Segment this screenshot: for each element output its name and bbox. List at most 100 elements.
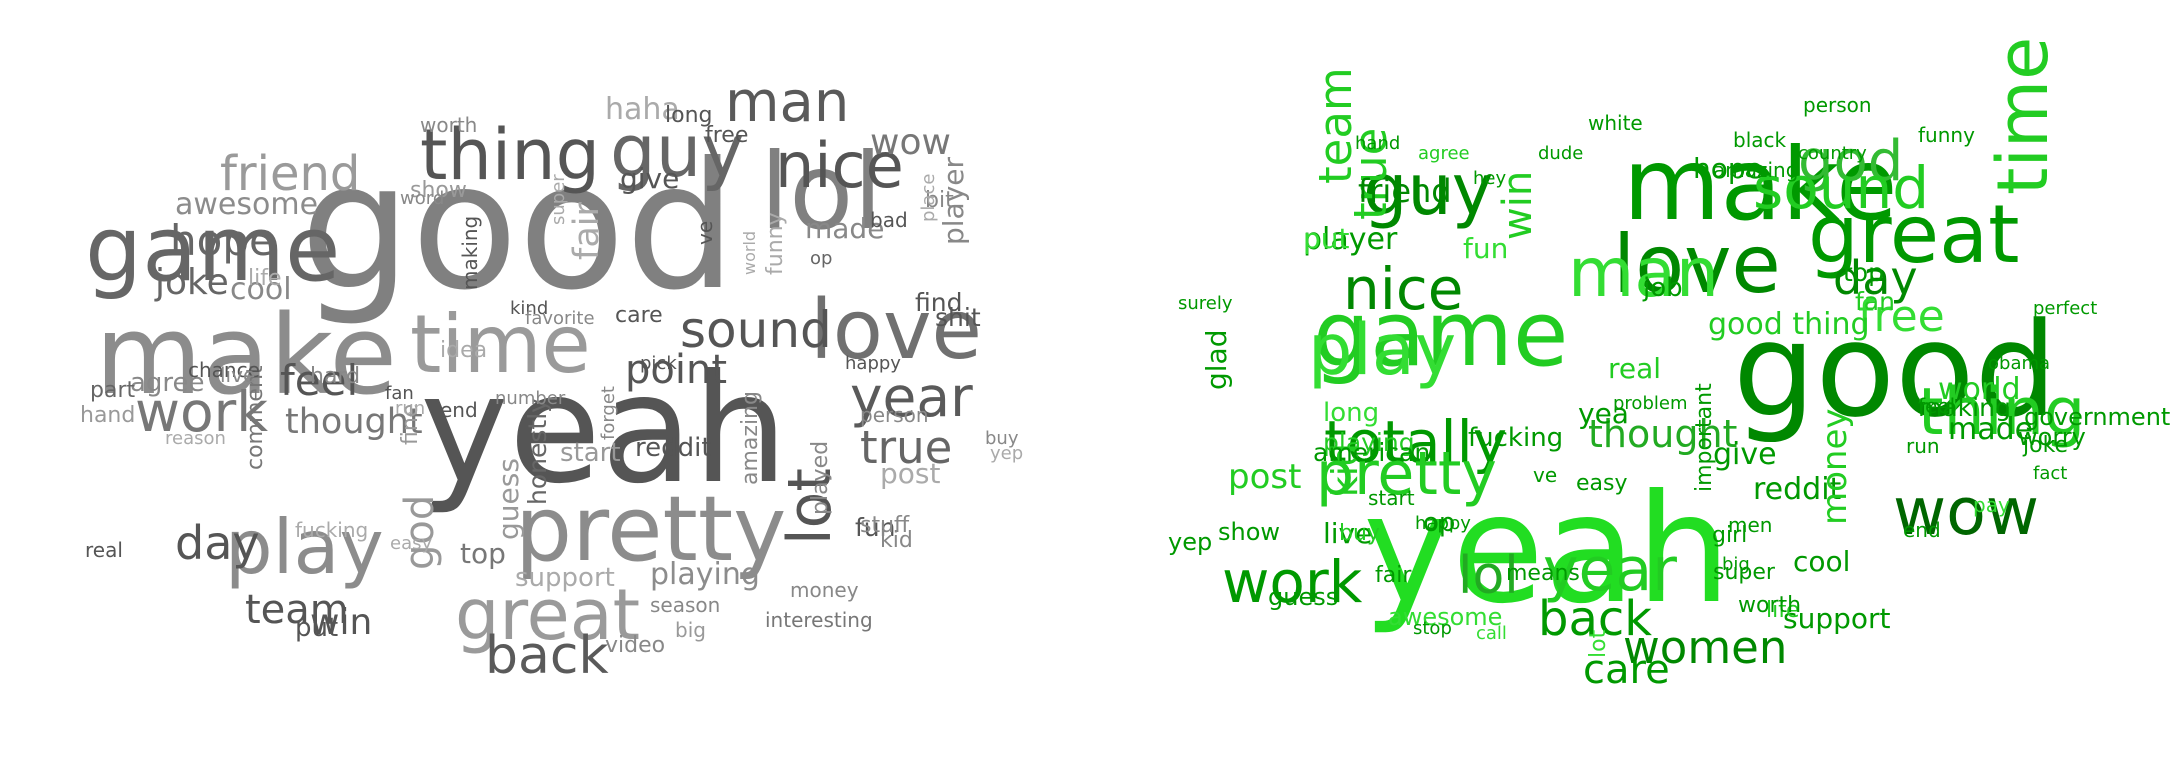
cloud-green-word-agree: agree xyxy=(1418,143,1470,164)
cloud-gray-word-fun: fun xyxy=(855,513,896,542)
cloud-gray-word-reddit: reddit xyxy=(635,433,712,463)
cloud-green-word-lol: lol xyxy=(1458,546,1519,606)
cloud-gray-word-give: give xyxy=(620,162,680,195)
cloud-green-word-black: black xyxy=(1733,128,1787,152)
cloud-gray-word-bad: bad xyxy=(870,208,908,232)
cloud-green-word-glad: glad xyxy=(1200,329,1233,390)
cloud-green-word-game: game xyxy=(1313,282,1569,387)
cloud-green-word-year: year xyxy=(1543,535,1677,605)
cloud-gray-word-support: support xyxy=(515,563,615,593)
cloud-green-word-great: great xyxy=(1808,188,2020,281)
cloud-green-word-yep: yep xyxy=(1168,528,1213,556)
cloud-green-word-fact: fact xyxy=(2033,463,2068,484)
cloud-gray-word-played: played xyxy=(808,440,833,515)
cloud-green-word-hand: hand xyxy=(1355,133,1401,154)
cloud-gray-word-care: care xyxy=(615,303,663,328)
cloud-gray-word-big: big xyxy=(675,618,706,642)
cloud-green-word-support: support xyxy=(1783,602,1891,635)
cloud-gray-word-person: person xyxy=(860,403,929,427)
cloud-green-word-funny: funny xyxy=(1918,123,1975,147)
cloud-green-word-girl: girl xyxy=(1712,523,1748,548)
cloud-gray-word-interesting: interesting xyxy=(765,608,873,632)
cloud-green-word-means: means xyxy=(1506,561,1580,586)
cloud-gray-word-work: work xyxy=(135,380,269,444)
cloud-gray-word-thing: thing xyxy=(420,114,601,196)
cloud-green-word-life: life xyxy=(1766,598,1800,623)
cloud-green-word-put: put xyxy=(1303,222,1350,255)
cloud-gray-word-amazing: amazing xyxy=(738,391,763,485)
cloud-gray-word-year: year xyxy=(850,365,973,429)
cloud-green-word-super: super xyxy=(1713,560,1775,585)
cloud-green-word-good-thing: good thing xyxy=(1708,307,1870,342)
cloud-green-word-guess: guess xyxy=(1268,583,1339,611)
cloud-gray-word-number: number xyxy=(495,388,566,409)
cloud-gray-word-run: run xyxy=(395,398,426,419)
cloud-gray-word-long: long xyxy=(665,103,713,128)
cloud-green-word-playing: playing xyxy=(1323,428,1415,457)
cloud-green-word-reddit: reddit xyxy=(1753,472,1842,507)
cloud-green-word-show: show xyxy=(1218,518,1281,546)
cloud-gray-word-happy: happy xyxy=(845,353,901,374)
cloud-green-word-hope: hope xyxy=(1693,152,1763,185)
cloud-gray-word-world: world xyxy=(740,230,759,275)
cloud-gray-word-hope: hope xyxy=(170,216,275,265)
cloud-gray-word-free: free xyxy=(705,123,749,148)
cloud-green-word-feel: feel xyxy=(1918,394,1956,418)
cloud-green-word-call: call xyxy=(1476,623,1507,644)
cloud-gray-word-forget: forget xyxy=(598,386,619,440)
cloud-gray-word-real: real xyxy=(85,538,123,562)
cloud-green-word-joke: joke xyxy=(2023,433,2069,458)
cloud-gray-word-guess: guess xyxy=(492,458,525,540)
cloud-green-word-long: long xyxy=(1323,398,1380,428)
cloud-green-word-team: team xyxy=(1309,67,1362,184)
cloud-gray-word-make: make xyxy=(95,291,398,419)
cloud-gray-word-day: day xyxy=(175,516,260,570)
cloud-green-word-obama: obama xyxy=(1988,353,2051,374)
cloud-green-word-easy: easy xyxy=(1576,471,1628,496)
cloud-green-word-top: top xyxy=(1843,258,1884,287)
cloud-green-word-fair: fair xyxy=(1375,563,1412,588)
cloud-gray-word-top: top xyxy=(460,537,506,570)
cloud-gray-word-op: op xyxy=(810,248,833,269)
cloud-gray-word-nice: nice xyxy=(775,129,904,202)
cloud-gray-word-season: season xyxy=(650,593,721,617)
cloud-green-word-back: back xyxy=(1538,591,1653,647)
cloud-gray-word-feel: feel xyxy=(280,356,359,405)
cloud-green-word-sound: sound xyxy=(1753,154,1930,222)
cloud-green-word-time: time xyxy=(1982,36,2064,195)
cloud-green-word-thing: thing xyxy=(1918,375,2086,450)
cloud-green-word-american: american xyxy=(1313,438,1431,467)
cloud-green-word-white: white xyxy=(1588,111,1643,135)
cloud-gray-word-favorite: favorite xyxy=(525,308,595,329)
cloud-green-word-day: day xyxy=(1833,251,1918,305)
cloud-green-word-work: work xyxy=(1222,548,1363,616)
cloud-green-word-wow: wow xyxy=(1893,475,2040,550)
cloud-green-word-pretty: pretty xyxy=(1316,439,1497,509)
cloud-green-word-women: women xyxy=(1623,621,1788,674)
cloud-green-word-government: government xyxy=(2024,403,2171,431)
cloud-green-word-ve: ve xyxy=(1533,463,1558,487)
cloud-green-word-free: free xyxy=(1858,291,1945,342)
cloud-gray-word-ve: ve xyxy=(693,220,717,245)
cloud-gray-word-easy: easy xyxy=(390,533,433,554)
cloud-green-word-yea: yea xyxy=(1578,397,1629,430)
cloud-gray-word-win: win xyxy=(310,602,373,643)
cloud-green-word-real: real xyxy=(1608,352,1662,385)
cloud-gray-word-back: back xyxy=(485,626,609,686)
cloud-gray-word-kind: kind xyxy=(510,298,549,319)
cloud-gray-word-start: start xyxy=(560,438,621,468)
cloud-gray-word-wow: wow xyxy=(870,122,951,163)
cloud-gray-word-fair: fair xyxy=(567,202,607,260)
cloud-green-word-fucking: fucking xyxy=(1468,423,1564,453)
cloud-gray-word-cool: cool xyxy=(230,272,292,307)
cloud-gray-word-fan: fan xyxy=(385,383,414,404)
cloud-green-word-worry: worry xyxy=(2018,423,2086,451)
cloud-green-word-fun: fun xyxy=(1463,232,1509,265)
cloud-green-word-post: post xyxy=(1228,457,1302,497)
cloud-green-word-cool: cool xyxy=(1793,545,1851,578)
cloud-gray-word-sound: sound xyxy=(680,301,832,359)
cloud-gray-word-live: live xyxy=(220,363,256,387)
cloud-green-word-amazing: amazing xyxy=(1713,158,1799,182)
cloud-gray-word-put: put xyxy=(295,613,339,643)
cloud-gray-word-super: super xyxy=(548,174,569,225)
